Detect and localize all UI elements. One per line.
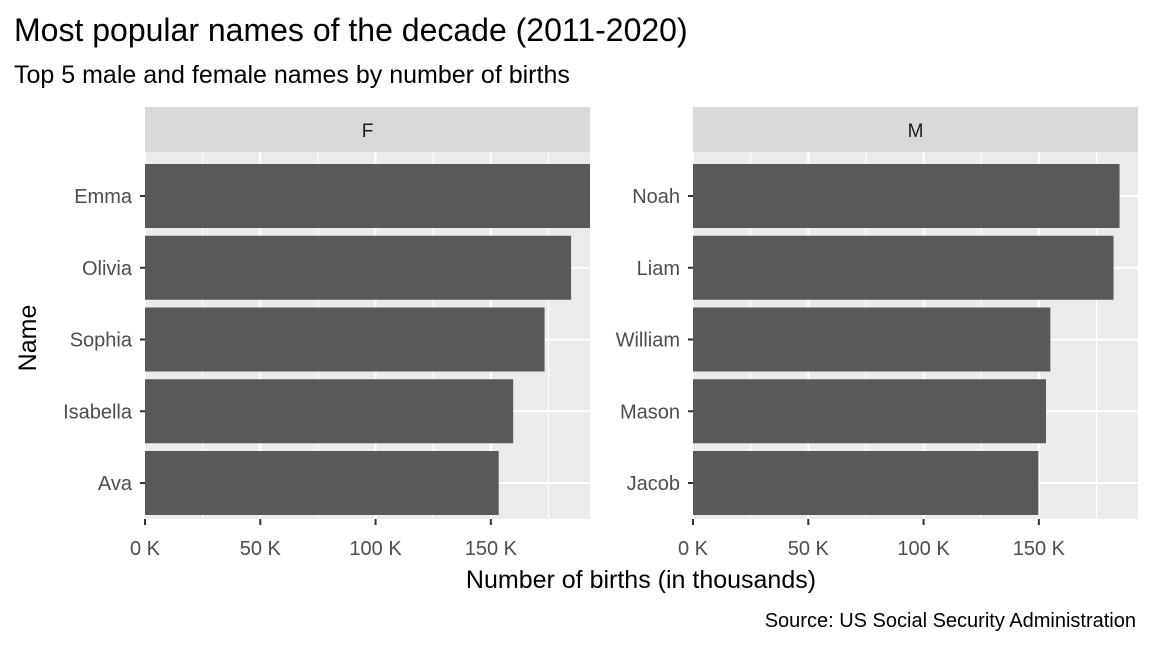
bar-sophia (145, 307, 545, 372)
y-tick-label: William (616, 330, 680, 352)
x-tick-label: 150 K (465, 538, 518, 560)
chart-caption: Source: US Social Security Administratio… (765, 610, 1136, 632)
facet-strip (145, 107, 590, 152)
x-tick-label: 150 K (1013, 538, 1066, 560)
facet-panel-F: F Emma Olivia Sophia Isabella Ava 0 K 50 K 100 K… (63, 107, 590, 560)
x-tick-label: 100 K (349, 538, 402, 560)
facet-strip-label: F (362, 121, 374, 142)
bar-liam (693, 235, 1114, 300)
x-tick-label: 50 K (788, 538, 830, 560)
chart-title: Most popular names of the decade (2011-2… (14, 12, 688, 48)
bar-ava (145, 451, 499, 515)
y-tick-label: Ava (98, 473, 133, 495)
bar-olivia (145, 235, 572, 300)
bar-jacob (693, 451, 1039, 515)
y-axis-title: Name (14, 305, 42, 372)
bar-noah (693, 164, 1120, 228)
bar-william (693, 307, 1051, 372)
bar-mason (693, 379, 1047, 444)
y-tick-label: Noah (632, 186, 680, 208)
y-tick-label: Olivia (82, 258, 133, 280)
x-tick-label: 0 K (130, 538, 161, 560)
facet-panel-M: M Noah Liam William Mason Jacob 0 K 50 K 100 K 15… (616, 107, 1138, 560)
facet-panels: F Emma Olivia Sophia Isabella Ava 0 K 50 K 100 K… (63, 107, 1138, 560)
x-axis-title: Number of births (in thousands) (466, 566, 816, 594)
y-tick-label: Jacob (627, 473, 680, 495)
chart-subtitle: Top 5 male and female names by number of… (14, 61, 570, 89)
bar-isabella (145, 379, 514, 444)
x-tick-label: 50 K (240, 538, 282, 560)
facet-strip-label: M (908, 121, 924, 142)
y-tick-label: Isabella (63, 401, 133, 423)
x-tick-label: 0 K (678, 538, 709, 560)
x-tick-label: 100 K (897, 538, 950, 560)
bar-emma (145, 164, 590, 228)
y-tick-label: Sophia (70, 330, 133, 352)
facet-strip (693, 107, 1138, 152)
y-tick-label: Emma (74, 186, 133, 208)
y-tick-label: Liam (637, 258, 680, 280)
y-tick-label: Mason (620, 401, 680, 423)
